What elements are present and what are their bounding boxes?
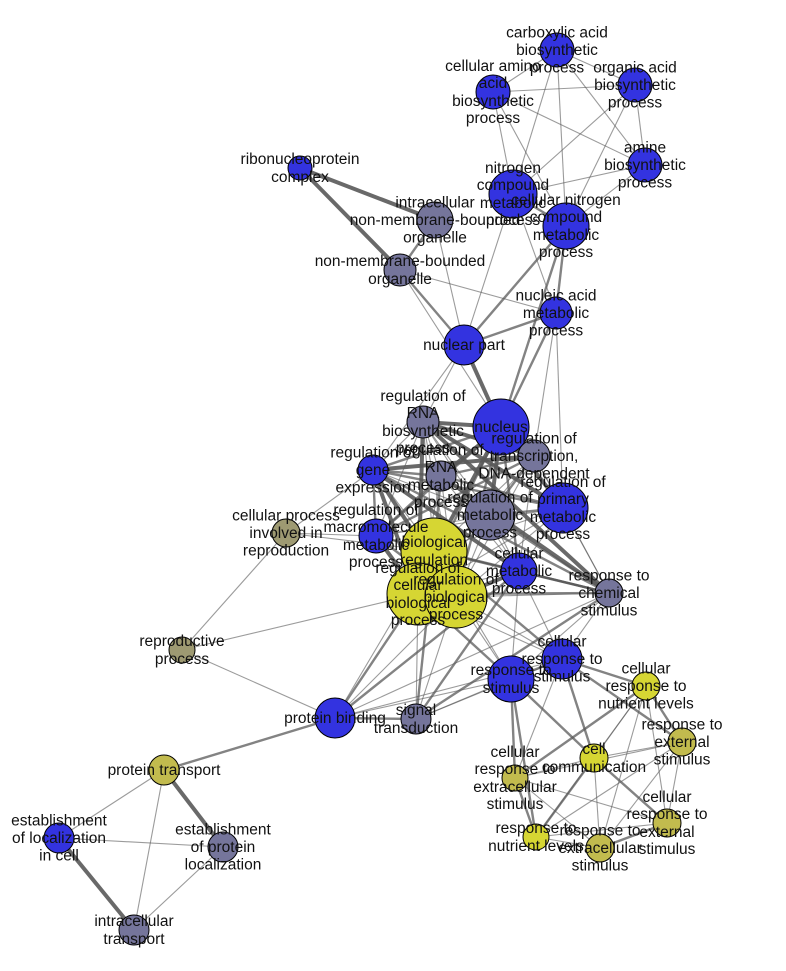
- svg-text:RNA: RNA: [425, 459, 458, 476]
- svg-text:response to: response to: [522, 651, 603, 668]
- svg-text:localization: localization: [185, 857, 262, 874]
- svg-text:organelle: organelle: [403, 230, 467, 247]
- svg-text:external: external: [654, 734, 709, 751]
- svg-text:cellular amino: cellular amino: [445, 58, 541, 75]
- svg-text:of localization: of localization: [12, 830, 106, 847]
- svg-text:protein transport: protein transport: [108, 762, 222, 779]
- svg-text:carboxylic acid: carboxylic acid: [506, 25, 608, 42]
- svg-text:communication: communication: [542, 759, 646, 776]
- svg-text:regulation of: regulation of: [447, 490, 533, 507]
- svg-text:transduction: transduction: [374, 720, 458, 737]
- svg-text:amine: amine: [624, 140, 666, 157]
- svg-text:biosynthetic: biosynthetic: [516, 42, 598, 59]
- svg-text:nutrient levels: nutrient levels: [598, 696, 694, 713]
- svg-text:response to: response to: [475, 761, 556, 778]
- svg-text:regulation of: regulation of: [491, 431, 577, 448]
- svg-text:response to: response to: [606, 678, 687, 695]
- svg-text:extracellular: extracellular: [473, 779, 557, 796]
- svg-text:process: process: [429, 607, 484, 624]
- svg-text:reproduction: reproduction: [243, 543, 329, 560]
- svg-text:metabolic: metabolic: [457, 507, 524, 524]
- svg-text:intracellular: intracellular: [395, 195, 474, 212]
- svg-text:intracellular: intracellular: [94, 913, 173, 930]
- svg-text:cellular: cellular: [642, 789, 691, 806]
- svg-text:expression: expression: [336, 480, 411, 497]
- svg-text:stimulus: stimulus: [654, 752, 711, 769]
- svg-text:nuclear part: nuclear part: [423, 337, 506, 354]
- svg-text:cell: cell: [582, 741, 605, 758]
- svg-text:protein binding: protein binding: [284, 710, 386, 727]
- svg-text:organic acid: organic acid: [593, 60, 677, 77]
- svg-text:establishment: establishment: [11, 813, 107, 830]
- svg-text:metabolic: metabolic: [530, 509, 597, 526]
- svg-text:establishment: establishment: [175, 822, 271, 839]
- svg-text:process: process: [529, 323, 584, 340]
- svg-text:process: process: [536, 526, 591, 543]
- svg-text:process: process: [608, 95, 663, 112]
- svg-text:gene: gene: [356, 462, 390, 479]
- svg-text:transport: transport: [103, 931, 165, 948]
- svg-text:process: process: [463, 525, 518, 542]
- svg-text:of protein: of protein: [191, 839, 256, 856]
- svg-text:stimulus: stimulus: [487, 796, 544, 813]
- svg-text:process: process: [539, 244, 594, 261]
- svg-text:cellular nitrogen: cellular nitrogen: [511, 192, 620, 209]
- svg-text:compound: compound: [530, 209, 602, 226]
- svg-text:stimulus: stimulus: [572, 858, 629, 875]
- svg-text:in cell: in cell: [39, 848, 79, 865]
- svg-text:chemical: chemical: [578, 585, 639, 602]
- svg-text:process: process: [466, 110, 521, 127]
- svg-text:non-membrane-bounded: non-membrane-bounded: [315, 253, 486, 270]
- svg-text:stimulus: stimulus: [483, 680, 540, 697]
- svg-text:regulation of: regulation of: [333, 502, 419, 519]
- svg-text:regulation of: regulation of: [520, 474, 606, 491]
- svg-text:complex: complex: [271, 169, 329, 186]
- svg-text:regulation of: regulation of: [398, 442, 484, 459]
- svg-text:biological: biological: [402, 534, 467, 551]
- svg-text:process: process: [618, 175, 673, 192]
- svg-text:metabolic: metabolic: [523, 305, 590, 322]
- svg-text:transcription,: transcription,: [490, 448, 579, 465]
- svg-text:external: external: [639, 824, 694, 841]
- svg-text:nitrogen: nitrogen: [485, 160, 541, 177]
- svg-text:process: process: [492, 581, 547, 598]
- svg-text:cellular: cellular: [537, 634, 586, 651]
- svg-text:biosynthetic: biosynthetic: [452, 93, 534, 110]
- svg-text:stimulus: stimulus: [581, 603, 638, 620]
- svg-text:regulation of: regulation of: [413, 572, 499, 589]
- svg-text:stimulus: stimulus: [534, 669, 591, 686]
- svg-text:response to: response to: [560, 823, 641, 840]
- svg-text:primary: primary: [537, 491, 589, 508]
- svg-text:regulation of: regulation of: [380, 388, 466, 405]
- svg-text:organelle: organelle: [368, 271, 432, 288]
- svg-text:involved in: involved in: [249, 525, 322, 542]
- svg-text:biosynthetic: biosynthetic: [382, 423, 464, 440]
- svg-text:biological: biological: [424, 589, 489, 606]
- svg-text:response to: response to: [642, 717, 723, 734]
- svg-text:biosynthetic: biosynthetic: [594, 77, 676, 94]
- svg-text:process: process: [155, 651, 210, 668]
- svg-text:cellular process: cellular process: [232, 508, 340, 525]
- svg-text:stimulus: stimulus: [639, 841, 696, 858]
- svg-text:signal: signal: [396, 702, 437, 719]
- svg-text:nucleic acid: nucleic acid: [516, 288, 597, 305]
- svg-text:extracellular: extracellular: [558, 840, 642, 857]
- svg-text:biosynthetic: biosynthetic: [604, 157, 686, 174]
- svg-text:non-membrane-bounded: non-membrane-bounded: [350, 212, 521, 229]
- svg-text:RNA: RNA: [407, 405, 440, 422]
- svg-text:reproductive: reproductive: [139, 633, 224, 650]
- svg-text:cellular: cellular: [621, 661, 670, 678]
- svg-text:cellular: cellular: [494, 546, 543, 563]
- svg-text:metabolic: metabolic: [533, 227, 600, 244]
- svg-text:ribonucleoprotein: ribonucleoprotein: [241, 151, 360, 168]
- svg-text:cellular: cellular: [490, 744, 539, 761]
- svg-text:response to: response to: [627, 806, 708, 823]
- svg-text:acid: acid: [479, 75, 507, 92]
- svg-text:response to: response to: [569, 568, 650, 585]
